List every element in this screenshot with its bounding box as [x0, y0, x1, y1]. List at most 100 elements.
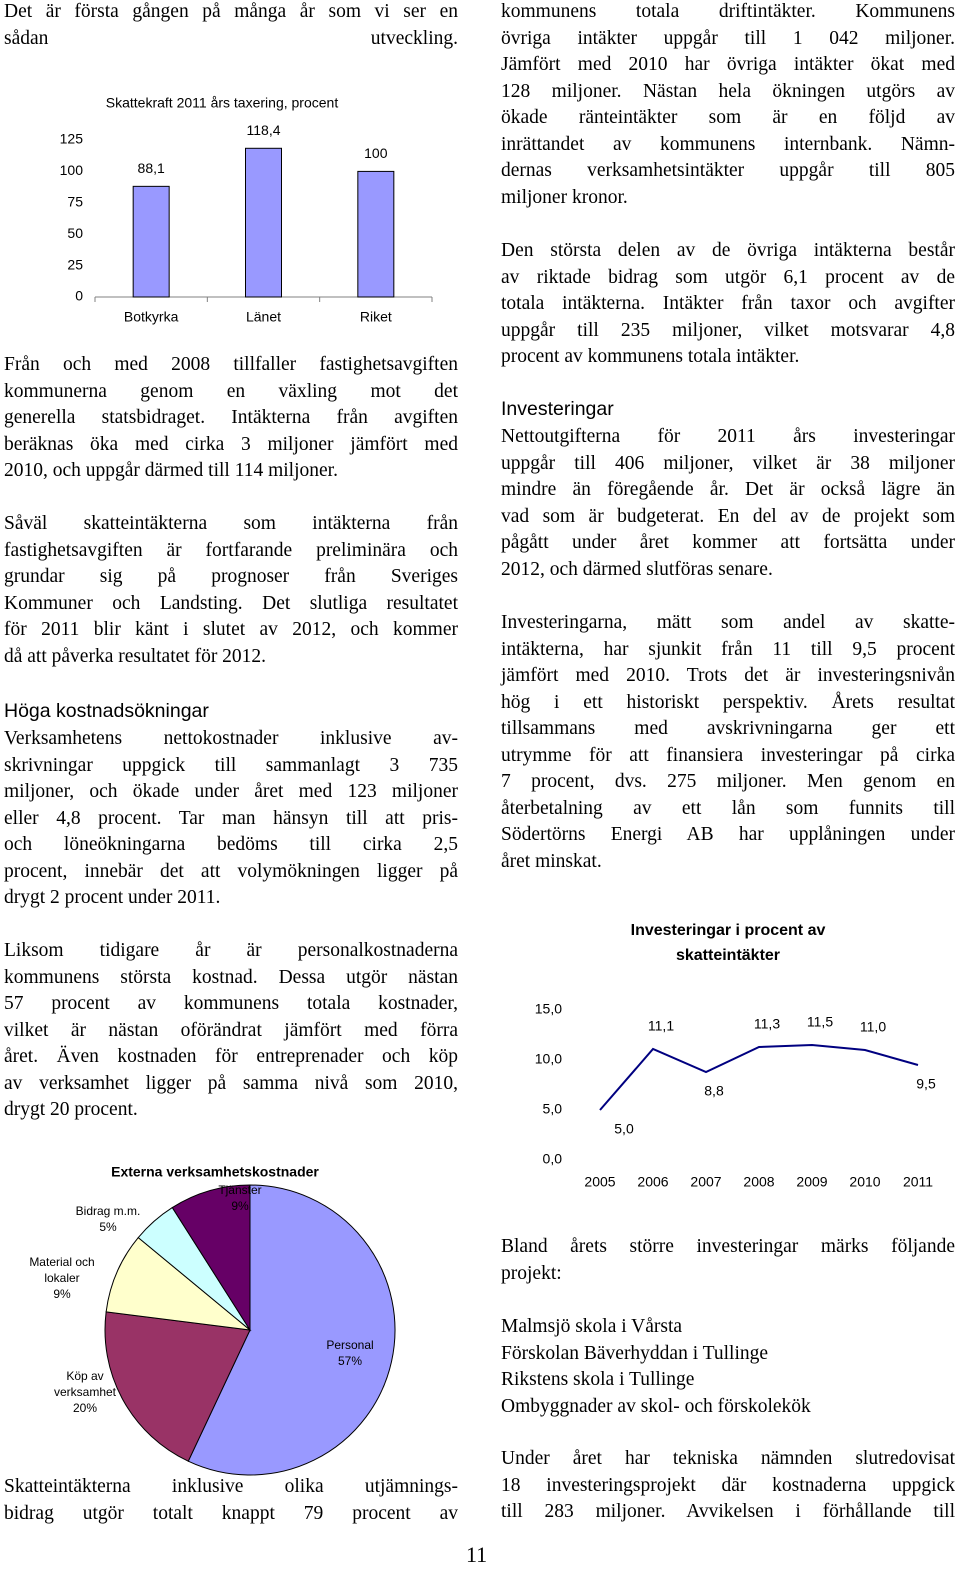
y-tick-label: 100 [60, 162, 84, 178]
list: Malmsjö skola i Vårsta Förskolan Bäverhyd… [501, 1314, 955, 1420]
value-label: 11,0 [860, 1019, 886, 1035]
x-tick-label: Botkyrka [124, 309, 179, 325]
slice-label: Bidrag m.m. [75, 1204, 141, 1218]
text-line: Verksamhetens nettokostnader inklusive a… [4, 728, 458, 749]
text-line: projekt: [501, 1262, 562, 1284]
text-line: återbetalning av ett lån som funnits til… [501, 797, 955, 819]
paragraph: Såväl skatteintäkterna som intäkterna fr… [4, 511, 458, 670]
text-line: tillsammans med avskrivningarna ger ett [501, 718, 955, 739]
paragraph: Investeringarna, mätt som andel av skatt… [501, 610, 955, 875]
x-tick-label: 2006 [637, 1174, 668, 1190]
text-line: uppgår till 406 miljoner, vilket är 38 m… [501, 452, 955, 474]
x-tick-label: Riket [360, 309, 392, 325]
text-line: 57 procent av kommunens totala kostnader… [4, 993, 458, 1014]
text-line: eller 4,8 procent. Tar man hänsyn till a… [4, 807, 458, 829]
x-tick-label: Länet [246, 309, 281, 325]
bar [357, 170, 395, 298]
text-line: ökade ränteintäkter som är en följd av [501, 107, 955, 128]
slice-value-label: 20% [72, 1401, 98, 1415]
slice-value-label: 5% [99, 1220, 117, 1234]
text-line: Södertörns Energi AB har upplåningen und… [501, 824, 955, 845]
text-line: generella statsbidraget. Intäkterna från… [4, 407, 458, 428]
text-line: utrymme för att finansiera investeringar… [501, 744, 955, 766]
text-line: drygt 2 procent under 2011. [4, 887, 221, 908]
text-line: 7 procent, dvs. 275 miljoner. Men genom … [501, 771, 955, 792]
value-label: 11,5 [807, 1014, 833, 1030]
x-tick-label: 2009 [796, 1174, 827, 1190]
value-label: 9,5 [916, 1076, 936, 1092]
text-line: totala intäkterna. Intäkter från taxor o… [501, 293, 955, 314]
y-tick-label: 15,0 [535, 1001, 562, 1017]
text-line: till 283 miljoner. Avvikelsen i förhålla… [501, 1501, 955, 1522]
text-line: 2010, och uppgår därmed till 114 miljone… [4, 460, 338, 481]
text-line: kommunens största kostnad. Dessa utgör n… [4, 966, 458, 988]
text-line: procent, innebär det att volymökningen l… [4, 860, 458, 882]
text-line: inrättandet av kommunens internbank. Näm… [501, 133, 955, 155]
chart-title: Skattekraft 2011 års taxering, procent [106, 95, 339, 111]
text-line: kommunens totala driftintäkter. Kommunen… [501, 1, 955, 22]
text-line: då att påverka resultatet för 2012. [4, 645, 267, 667]
text-line: hög i ett historiskt perspektiv. Årets r… [501, 691, 955, 713]
text-line: vad som är budgeterat. En del av de proj… [501, 505, 955, 527]
paragraph: Från och med 2008 tillfaller fastighetsa… [4, 352, 458, 485]
value-label: 5,0 [614, 1121, 634, 1137]
value-label: 118,4 [247, 122, 281, 138]
y-tick-label: 0 [75, 288, 83, 304]
slice-label: Material och lokaler [29, 1255, 95, 1285]
text-line: Den största delen av de övriga intäktern… [501, 240, 955, 261]
text-line: Skatteintäkterna inklusive olika utjämni… [4, 1476, 458, 1497]
x-tick-label: 2005 [584, 1174, 615, 1190]
slice-value-label: 9% [53, 1287, 71, 1301]
text-line: Bland årets större investeringar märks f… [501, 1236, 955, 1257]
text-line: skrivningar uppgick till sammanlagt 3 73… [4, 754, 458, 776]
chart-title: Externa verksamhetskostnader [111, 1164, 319, 1180]
slice-label: Tjänster [218, 1183, 262, 1197]
x-tick-label: 2008 [743, 1174, 774, 1190]
slice-value-label: 9% [231, 1199, 249, 1213]
text-line: Det är första gången på många år som vi … [4, 1, 458, 22]
y-tick-label: 75 [67, 194, 83, 210]
value-label: 100 [364, 145, 388, 161]
value-label: 88,1 [138, 160, 165, 176]
paragraph: Den största delen av de övriga intäktern… [501, 238, 955, 371]
text-line: Nettoutgifterna för 2011 års investering… [501, 426, 955, 447]
text-line: uppgår till 235 miljoner, vilket motsvar… [501, 319, 955, 341]
pie-slice [171, 1184, 251, 1332]
text-line: året. Även kostnaden för entreprenader o… [4, 1046, 458, 1067]
text-line: grundar sig på prognoser från Sveriges [4, 566, 458, 587]
text-line: Liksom tidigare år är personalkostnadern… [4, 940, 458, 961]
slice-value-label: 57% [337, 1354, 363, 1368]
text-line: fastighetsavgiften är fortfarande prelim… [4, 539, 458, 561]
text-line: Under året har tekniska nämnden slutredo… [501, 1448, 955, 1469]
text-line: dernas verksamhetsintäkter uppgår till 8… [501, 160, 955, 181]
text-line: av verksamhet ligger på samma nivå som 2… [4, 1072, 458, 1094]
bar [132, 185, 170, 298]
text-line: miljoner, och ökade under året med 123 m… [4, 781, 458, 802]
text-line: Malmsjö skola i Vårsta [501, 1316, 683, 1337]
text-line: miljoner kronor. [501, 186, 628, 208]
x-tick-label: 2011 [903, 1174, 933, 1190]
bar [245, 147, 282, 298]
text-line: och löneökningarna bedöms till cirka 2,5 [4, 834, 458, 855]
y-tick-label: 10,0 [535, 1051, 562, 1067]
text-line: Jämfört med 2010 har övriga intäkter öka… [501, 54, 955, 75]
paragraph: Liksom tidigare år är personalkostnadern… [4, 938, 458, 1124]
x-tick-label: 2010 [849, 1174, 880, 1190]
text-line: Kommuner och Landsting. Det slutliga res… [4, 592, 458, 614]
text-line: drygt 20 procent. [4, 1099, 138, 1120]
text-line: Investeringarna, mätt som andel av skatt… [501, 612, 955, 633]
text-line: intäkterna, har sjunkit från 11 till 9,5… [501, 638, 955, 660]
text-line: 2012, och därmed slutföras senare. [501, 558, 773, 580]
text-line: kommunerna genom en växling mot det [4, 380, 458, 402]
text-line: Från och med 2008 tillfaller fastighetsa… [4, 354, 458, 375]
text-line: Förskolan Bäverhyddan i Tullinge [501, 1342, 769, 1364]
paragraph: Nettoutgifterna för 2011 års investering… [501, 424, 955, 583]
text-line: övriga intäkter uppgår till 1 042 miljon… [501, 27, 955, 49]
pie-slice [104, 1311, 251, 1462]
text-line: sådan utveckling. [4, 27, 458, 49]
paragraph: Under året har tekniska nämnden slutredo… [501, 1446, 955, 1526]
text-line: vilket är nästan oförändrat jämfört med … [4, 1019, 458, 1041]
paragraph: Bland årets större investeringar märks f… [501, 1234, 955, 1287]
